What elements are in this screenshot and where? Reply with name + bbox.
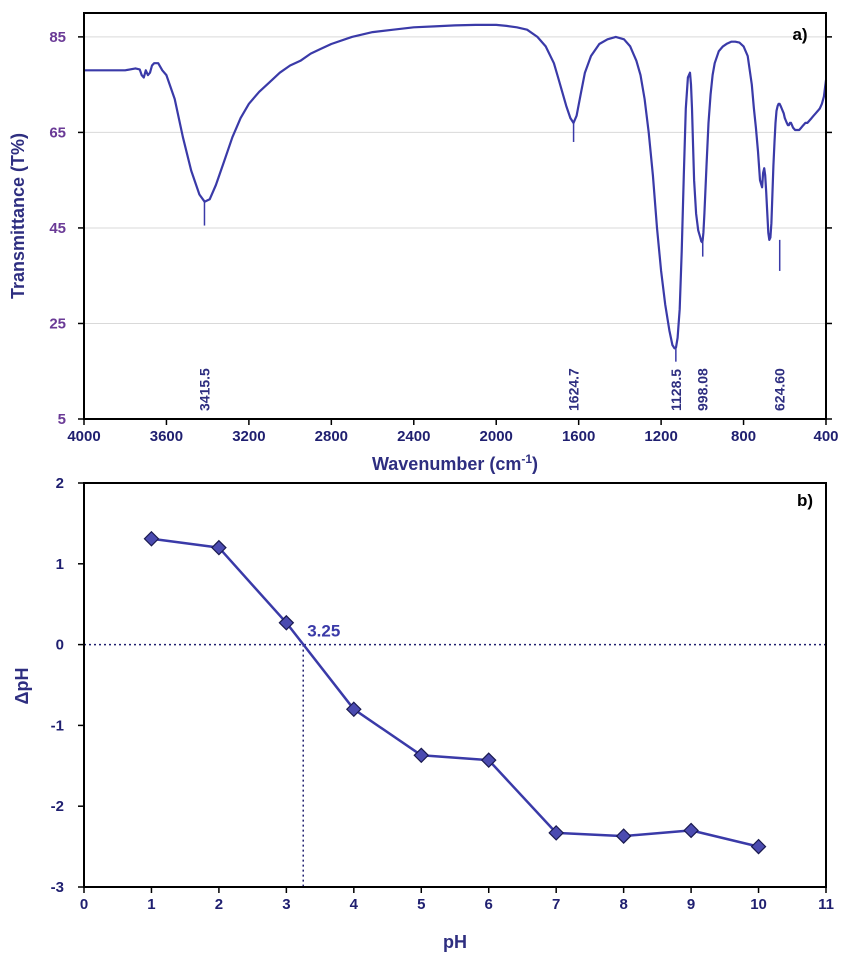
a-peak-label: 1624.7 xyxy=(566,368,582,411)
b-series-line xyxy=(151,537,759,848)
a-peak-label: 3415.5 xyxy=(197,368,213,411)
a-peak-markers xyxy=(203,122,781,362)
a-x-tick-label: 800 xyxy=(731,428,756,445)
b-plot-frame xyxy=(83,482,827,888)
b-reference-lines xyxy=(84,643,826,887)
b-series xyxy=(151,537,759,848)
a-gridlines xyxy=(84,36,826,324)
b-y-tick-label: 0 xyxy=(56,637,64,654)
b-x-tick-label: 7 xyxy=(552,896,560,913)
b-x-tick-label: 3 xyxy=(282,896,290,913)
b-x-tick-label: 1 xyxy=(147,896,155,913)
b-y-tick-label: -3 xyxy=(51,879,64,896)
b-data-point xyxy=(345,701,362,718)
phpzc-chart: 3.25 0 1 2 3 4 5 6 7 8 9 10 11 -3 -2 -1 0 1 2 b) pH ΔpH xyxy=(12,475,834,952)
b-x-tick-label: 4 xyxy=(350,896,359,913)
a-x-tick-label: 1600 xyxy=(562,428,595,445)
b-data-point xyxy=(683,822,699,839)
a-y-tick-label: 25 xyxy=(49,315,66,332)
b-data-point xyxy=(548,825,565,841)
b-panel-label: b) xyxy=(797,491,813,510)
a-x-axis-title-main: Wavenumber (cm xyxy=(372,454,521,474)
b-data-point xyxy=(480,752,497,768)
b-y-axis-title: ΔpH xyxy=(12,668,32,705)
b-x-axis-title: pH xyxy=(443,932,467,952)
b-y-tick-label: -2 xyxy=(51,798,64,815)
a-panel-label: a) xyxy=(792,25,807,44)
a-plot-frame xyxy=(83,12,827,420)
a-x-tick-label: 3600 xyxy=(150,428,183,445)
a-peak-labels: 3415.5 1624.7 1128.5 998.08 624.60 xyxy=(197,368,788,411)
b-x-tick-label: 0 xyxy=(80,896,88,913)
b-y-axis-ticks: -3 -2 -1 0 1 2 xyxy=(51,475,84,896)
b-x-tick-label: 8 xyxy=(619,896,627,913)
a-series xyxy=(84,23,828,350)
a-y-tick-label: 45 xyxy=(49,220,66,237)
b-points xyxy=(143,530,767,855)
b-pzc-label: 3.25 xyxy=(307,622,340,641)
b-data-point xyxy=(143,530,160,547)
ftir-chart: 3415.5 1624.7 1128.5 998.08 624.60 4000 3600 3… xyxy=(8,12,839,474)
a-y-tick-label: 85 xyxy=(49,29,66,46)
a-x-tick-label: 2000 xyxy=(480,428,513,445)
b-x-tick-label: 10 xyxy=(750,896,767,913)
a-x-tick-label: 2800 xyxy=(315,428,348,445)
a-x-tick-label: 4000 xyxy=(67,428,100,445)
b-x-tick-label: 6 xyxy=(485,896,493,913)
b-x-tick-label: 11 xyxy=(818,896,834,913)
b-x-axis-ticks: 0 1 2 3 4 5 6 7 8 9 10 11 xyxy=(80,887,834,913)
a-x-tick-label: 400 xyxy=(813,428,838,445)
b-data-point xyxy=(413,747,430,764)
b-y-tick-label: 2 xyxy=(56,475,64,492)
b-data-point xyxy=(615,828,632,844)
a-x-axis-ticks: 4000 3600 3200 2800 2400 2000 1600 1200 800 400 xyxy=(67,419,839,445)
b-x-tick-label: 9 xyxy=(687,896,695,913)
a-peak-label: 624.60 xyxy=(772,368,788,411)
b-x-tick-label: 5 xyxy=(417,896,425,913)
b-annotations: 3.25 xyxy=(307,622,340,641)
b-y-tick-label: -1 xyxy=(51,717,64,734)
b-x-tick-label: 2 xyxy=(215,896,223,913)
a-spectrum-line xyxy=(84,23,828,350)
a-x-axis-title-sup: -1 xyxy=(521,452,532,466)
a-x-axis-title-end: ) xyxy=(532,454,538,474)
a-y-axis-ticks: 5 25 45 65 85 xyxy=(49,29,832,428)
b-data-point xyxy=(278,614,295,631)
a-x-tick-label: 2400 xyxy=(397,428,430,445)
a-y-tick-label: 5 xyxy=(58,411,66,428)
a-x-tick-label: 1200 xyxy=(644,428,677,445)
a-x-tick-label: 3200 xyxy=(232,428,265,445)
b-y-tick-label: 1 xyxy=(56,556,64,573)
a-peak-label: 998.08 xyxy=(695,368,711,411)
a-x-axis-title: Wavenumber (cm-1) xyxy=(372,452,538,474)
b-data-point xyxy=(211,539,227,556)
a-peak-label: 1128.5 xyxy=(668,369,684,411)
b-data-point xyxy=(750,838,767,855)
a-y-tick-label: 65 xyxy=(49,124,66,141)
a-y-axis-title: Transmittance (T%) xyxy=(8,133,28,299)
